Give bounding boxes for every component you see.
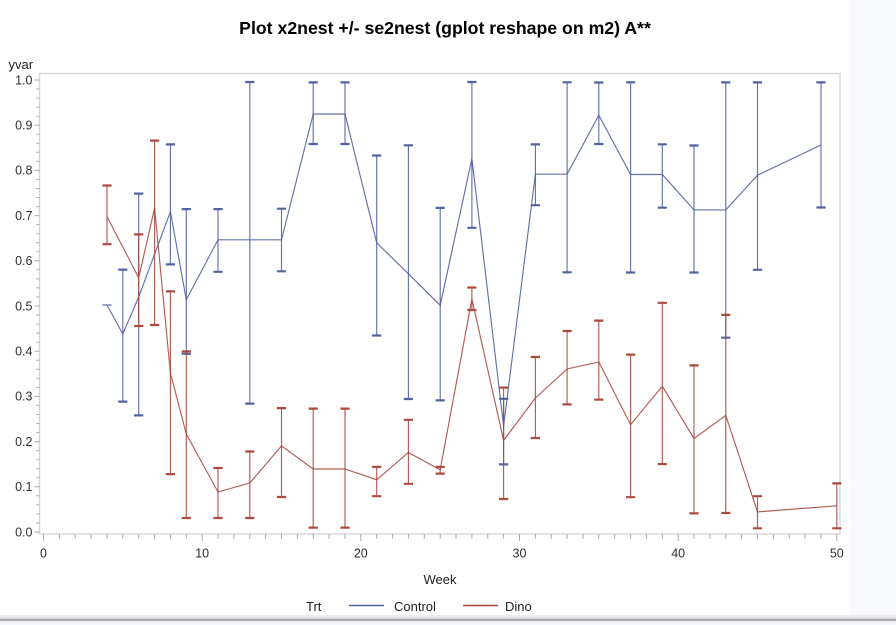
svg-text:0.6: 0.6 (15, 254, 32, 268)
svg-text:40: 40 (671, 547, 685, 561)
svg-text:0: 0 (40, 547, 47, 561)
svg-text:10: 10 (195, 547, 209, 561)
svg-text:0.4: 0.4 (15, 345, 32, 359)
svg-text:0.3: 0.3 (15, 390, 32, 404)
svg-text:0.1: 0.1 (15, 480, 32, 494)
svg-text:50: 50 (830, 547, 844, 561)
svg-text:30: 30 (513, 547, 527, 561)
svg-text:0.7: 0.7 (15, 209, 32, 223)
svg-text:1.0: 1.0 (15, 73, 32, 87)
svg-text:0.0: 0.0 (15, 525, 32, 539)
svg-text:0.8: 0.8 (15, 164, 32, 178)
svg-text:0.5: 0.5 (15, 299, 32, 313)
svg-text:0.2: 0.2 (15, 435, 32, 449)
svg-text:0.9: 0.9 (15, 119, 32, 133)
svg-text:20: 20 (354, 547, 368, 561)
